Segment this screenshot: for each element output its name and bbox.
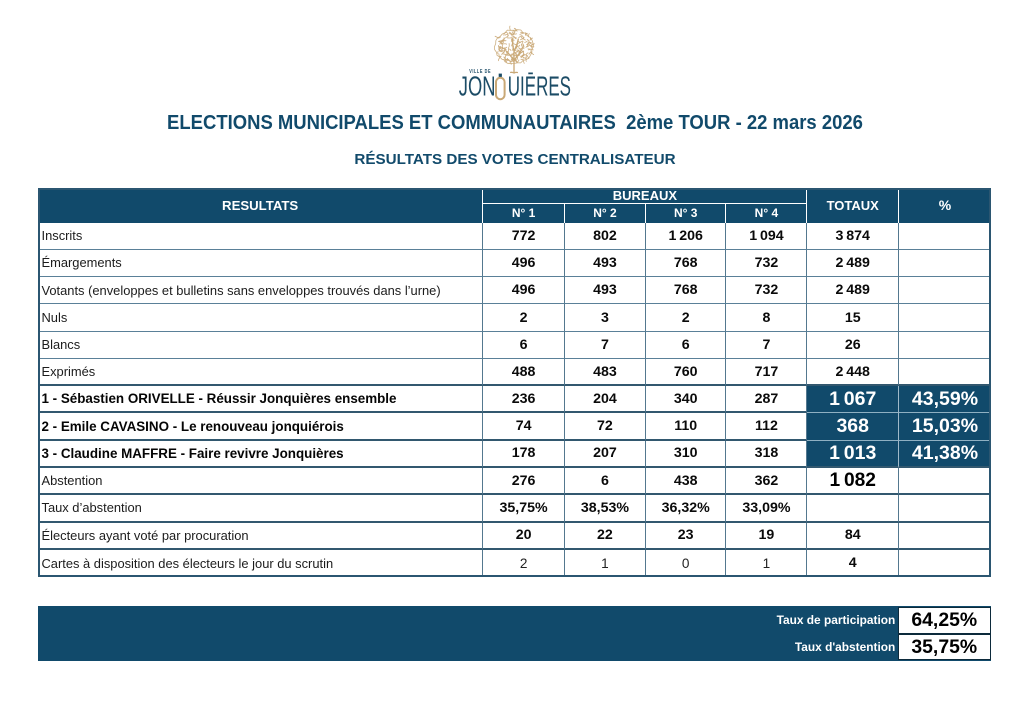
svg-text:JON: JON [459,70,496,101]
svg-text:VILLE DE: VILLE DE [469,69,491,75]
svg-text:UIĒRES: UIĒRES [508,70,571,101]
